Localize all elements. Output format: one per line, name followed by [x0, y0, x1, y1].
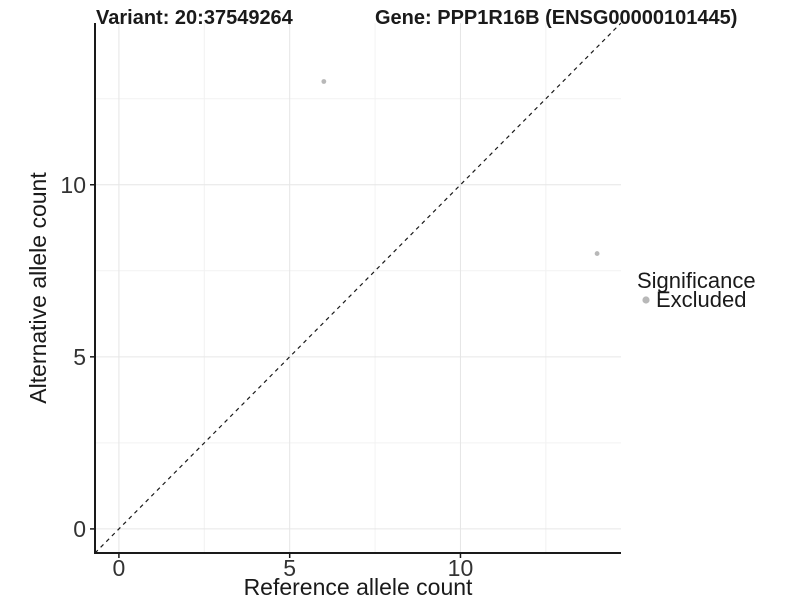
grid-major-lines — [95, 23, 621, 553]
x-axis-label: Reference allele count — [244, 574, 473, 600]
x-tick-label: 0 — [113, 555, 126, 581]
legend-marker-excluded — [642, 296, 650, 304]
legend-title: Significance — [637, 268, 756, 293]
y-tick-label: 5 — [73, 344, 86, 370]
y-axis-label: Alternative allele count — [25, 172, 51, 404]
legend: Significance Excluded — [637, 268, 756, 312]
grid-minor-lines — [95, 23, 621, 553]
variant-title: Variant: 20:37549264 — [96, 7, 294, 29]
data-point — [321, 79, 327, 84]
tick-labels: 0 5 10 0 5 10 — [60, 172, 473, 581]
data-points — [321, 79, 600, 256]
y-tick-label: 0 — [73, 516, 86, 542]
identity-line-group — [94, 22, 622, 554]
axes — [90, 23, 621, 558]
data-point — [594, 251, 600, 256]
y-tick-label: 10 — [60, 172, 86, 198]
gene-title: Gene: PPP1R16B (ENSG00000101445) — [375, 7, 737, 29]
legend-item-excluded: Excluded — [656, 287, 747, 312]
x-tick-label: 10 — [448, 555, 474, 581]
x-tick-label: 5 — [283, 555, 296, 581]
identity-line — [94, 22, 622, 554]
